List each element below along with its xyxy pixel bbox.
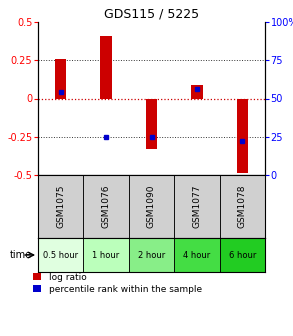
Bar xyxy=(174,238,219,272)
Bar xyxy=(84,238,129,272)
Bar xyxy=(174,175,219,238)
Bar xyxy=(129,238,174,272)
Bar xyxy=(191,85,202,98)
Title: GDS115 / 5225: GDS115 / 5225 xyxy=(104,8,199,21)
Bar xyxy=(146,98,157,149)
Bar xyxy=(237,98,248,173)
Bar xyxy=(100,36,112,98)
Bar xyxy=(38,238,84,272)
Bar xyxy=(219,175,265,238)
Text: 1 hour: 1 hour xyxy=(93,251,120,259)
Bar xyxy=(84,175,129,238)
Text: GSM1078: GSM1078 xyxy=(238,185,247,228)
Text: 4 hour: 4 hour xyxy=(183,251,211,259)
Text: 0.5 hour: 0.5 hour xyxy=(43,251,78,259)
Text: GSM1075: GSM1075 xyxy=(56,185,65,228)
Bar xyxy=(55,59,67,98)
Text: 2 hour: 2 hour xyxy=(138,251,165,259)
Bar xyxy=(129,175,174,238)
Text: 6 hour: 6 hour xyxy=(229,251,256,259)
Bar xyxy=(38,175,84,238)
Text: GSM1077: GSM1077 xyxy=(193,185,201,228)
Bar xyxy=(219,238,265,272)
Text: time: time xyxy=(10,250,32,260)
Text: GSM1090: GSM1090 xyxy=(147,185,156,228)
Legend: log ratio, percentile rank within the sample: log ratio, percentile rank within the sa… xyxy=(33,273,202,294)
Text: GSM1076: GSM1076 xyxy=(102,185,110,228)
